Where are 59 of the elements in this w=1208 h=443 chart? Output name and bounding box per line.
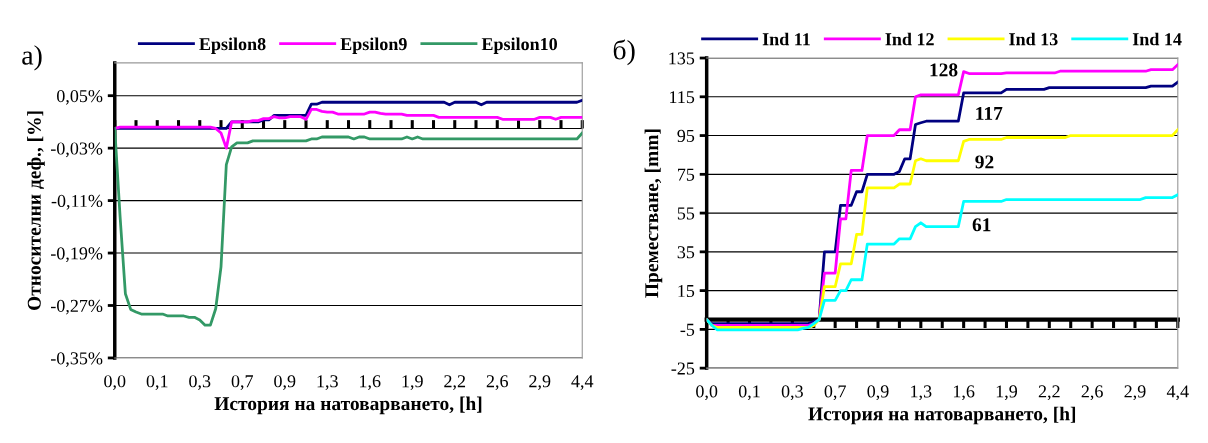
x-tick-label: 1,3 <box>317 375 338 390</box>
x-tick-label: 1,3 <box>911 385 932 401</box>
legend-label: Ind 13 <box>1009 32 1058 46</box>
x-tick-label: 2,6 <box>486 375 508 390</box>
x-tick-label: 0,9 <box>274 375 296 390</box>
y-tick-label: -0,19% <box>50 247 103 263</box>
data-label: 61 <box>972 218 991 232</box>
y-tick-label: 95 <box>677 129 695 142</box>
x-tick-label: 0,0 <box>104 375 126 390</box>
x-tick-label: 1,9 <box>996 385 1018 401</box>
x-tick-label: 0,1 <box>738 385 760 401</box>
x-tick-label: 2,2 <box>1038 385 1060 401</box>
y-tick-label: 15 <box>678 284 695 298</box>
x-tick-label: 1,9 <box>402 375 423 390</box>
y-tick-label: -5 <box>680 323 695 336</box>
y-tick-label: -0,27% <box>50 299 103 315</box>
line-series <box>706 193 1178 332</box>
x-tick-label: 4,4 <box>1166 385 1189 401</box>
text: б) <box>613 39 635 66</box>
y-tick-label: 55 <box>677 207 695 220</box>
x-tick-label: 0,1 <box>146 375 168 390</box>
x-tick-label: 1,6 <box>360 375 381 390</box>
data-label: 92 <box>975 155 994 169</box>
y-axis-title: Преместване, [mm] <box>644 129 663 298</box>
x-tick-label: 4,4 <box>571 375 594 390</box>
x-axis-title: История на натоварването, [h] <box>808 406 1076 425</box>
data-label: 128 <box>930 63 958 77</box>
text: a) <box>22 45 42 71</box>
x-tick-label: 1,6 <box>953 385 975 401</box>
y-tick-label: 115 <box>670 91 695 104</box>
x-tick-label: 0,7 <box>824 385 846 401</box>
y-tick-label: -0,03% <box>50 142 103 158</box>
x-axis-title: История на натоварването, [h] <box>214 396 482 415</box>
x-tick-label: 0,3 <box>781 385 803 401</box>
x-tick-label: 2,9 <box>529 375 551 390</box>
x-tick-label: 2,6 <box>1081 385 1103 401</box>
x-tick-label: 2,9 <box>1124 385 1146 401</box>
y-axis-title: Относителни деф., [%] <box>27 111 45 310</box>
legend-label: Epsilon10 <box>481 37 558 54</box>
legend-label: Ind 12 <box>885 32 934 46</box>
data-label: 117 <box>976 106 1003 120</box>
y-tick-label: -25 <box>671 362 695 375</box>
y-tick-label: 135 <box>669 52 695 65</box>
x-tick-label: 0,0 <box>696 385 718 401</box>
y-tick-label: 0,05% <box>57 89 103 105</box>
line-series <box>114 127 583 327</box>
line-series <box>114 108 583 150</box>
y-tick-label: 35 <box>677 246 695 259</box>
x-tick-label: 0,3 <box>189 375 211 390</box>
legend-label: Ind 14 <box>1132 32 1182 46</box>
y-tick-label: -0,11% <box>51 194 103 210</box>
x-tick-label: 0,7 <box>231 375 254 390</box>
x-tick-label: 0,9 <box>867 385 889 401</box>
legend-label: Epsilon9 <box>340 37 407 54</box>
legend-label: Epsilon8 <box>199 37 266 54</box>
y-tick-label: 75 <box>678 168 695 181</box>
x-tick-label: 2,2 <box>444 375 466 390</box>
legend-label: Ind 11 <box>762 32 810 46</box>
y-tick-label: -0,35% <box>50 352 103 367</box>
